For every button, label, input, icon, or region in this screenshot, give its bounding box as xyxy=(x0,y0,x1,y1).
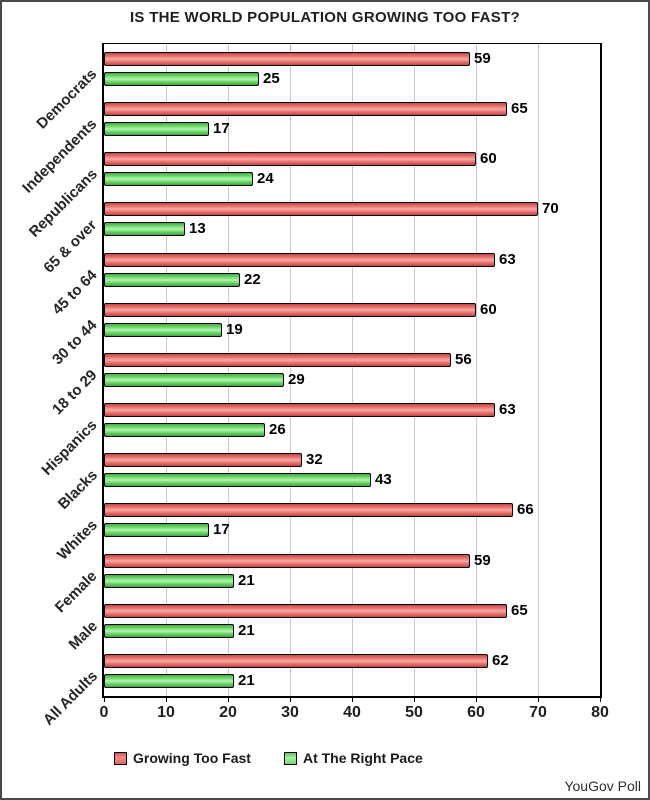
x-axis-tick-label: 50 xyxy=(405,704,423,721)
bar-value-label: 25 xyxy=(263,70,280,87)
bar-value-label: 29 xyxy=(288,370,305,388)
bar-value-label: 26 xyxy=(269,421,286,439)
bar xyxy=(104,222,185,237)
x-axis-tick xyxy=(103,697,105,702)
x-axis-tick xyxy=(413,697,415,702)
bar xyxy=(104,653,488,668)
bar xyxy=(104,352,451,367)
gridline xyxy=(538,44,539,696)
x-axis-tick xyxy=(475,697,477,702)
bar xyxy=(104,252,495,267)
bar-value-label: 24 xyxy=(257,170,274,188)
category-label: 18 to 29 xyxy=(49,366,101,419)
chart-title: IS THE WORLD POPULATION GROWING TOO FAST… xyxy=(129,9,521,26)
bar-value-label: 59 xyxy=(474,50,491,67)
bar xyxy=(104,503,513,518)
bar-value-label: 43 xyxy=(375,471,392,489)
bar-value-label: 63 xyxy=(499,401,516,419)
bar-value-label: 22 xyxy=(244,270,261,288)
legend-item-label: At The Right Pace xyxy=(302,750,423,766)
x-axis-tick xyxy=(351,697,353,702)
x-axis-tick-label: 10 xyxy=(157,704,175,721)
x-axis-tick-label: 40 xyxy=(343,704,361,721)
bar xyxy=(104,573,234,588)
source-label: YouGov Poll xyxy=(564,778,641,794)
gridline xyxy=(476,44,477,696)
bar xyxy=(104,322,222,337)
bar xyxy=(104,172,253,187)
bar xyxy=(104,603,507,618)
bar xyxy=(104,72,259,86)
bar-value-label: 56 xyxy=(455,350,472,368)
x-axis-tick xyxy=(165,697,167,702)
bar xyxy=(104,473,371,488)
legend-swatch-red-icon xyxy=(114,751,127,765)
bar-value-label: 21 xyxy=(238,621,255,639)
gridline xyxy=(166,44,167,696)
bar-value-label: 65 xyxy=(511,100,528,118)
bar-value-label: 70 xyxy=(542,200,559,218)
legend: Growing Too Fast At The Right Pace xyxy=(114,750,423,766)
bar-value-label: 19 xyxy=(226,320,243,338)
plot-frame xyxy=(102,43,602,698)
x-axis-tick-label: 70 xyxy=(529,704,547,721)
bar xyxy=(104,102,507,117)
bar xyxy=(104,272,240,287)
bar xyxy=(104,52,470,66)
x-axis-tick-label: 0 xyxy=(99,704,109,721)
x-axis-tick xyxy=(227,697,229,702)
bar xyxy=(104,403,495,418)
bar-value-label: 59 xyxy=(474,551,491,569)
bar-value-label: 17 xyxy=(213,521,230,539)
bar-value-label: 21 xyxy=(238,571,255,589)
bar xyxy=(104,553,470,568)
legend-swatch-green-icon xyxy=(283,751,297,765)
category-label: 45 to 64 xyxy=(49,266,101,318)
bar xyxy=(104,453,302,468)
gridline xyxy=(228,44,229,696)
bar-value-label: 62 xyxy=(492,651,509,669)
x-axis-tick xyxy=(599,697,601,702)
x-axis-tick xyxy=(537,697,539,702)
legend-item-growing-too-fast: Growing Too Fast xyxy=(114,750,251,766)
legend-item-label: Growing Too Fast xyxy=(133,750,251,766)
x-axis-tick-label: 60 xyxy=(467,704,485,721)
category-label: Whites xyxy=(53,517,101,564)
x-axis-tick-label: 20 xyxy=(219,704,237,721)
bar-value-label: 65 xyxy=(511,601,528,619)
bar xyxy=(104,523,209,538)
category-label: Blacks xyxy=(54,466,101,514)
bar xyxy=(104,152,476,167)
bar xyxy=(104,623,234,638)
bar-value-label: 32 xyxy=(306,451,323,469)
bar-value-label: 63 xyxy=(499,250,516,268)
category-label: Male xyxy=(65,617,101,654)
x-axis-tick-label: 30 xyxy=(281,704,299,721)
x-axis-tick xyxy=(289,697,291,702)
bar xyxy=(104,122,209,137)
x-axis-tick-label: 80 xyxy=(591,704,609,721)
bar xyxy=(104,202,538,217)
bar xyxy=(104,302,476,317)
bar-value-label: 66 xyxy=(517,501,534,519)
gridline xyxy=(352,44,353,696)
bar-value-label: 60 xyxy=(480,300,497,318)
gridline xyxy=(290,44,291,696)
gridline xyxy=(414,44,415,696)
bar xyxy=(104,423,265,438)
bar-value-label: 60 xyxy=(480,150,497,168)
category-label: Female xyxy=(52,567,101,616)
bar-value-label: 17 xyxy=(213,120,230,138)
bar-value-label: 13 xyxy=(189,220,206,238)
bar xyxy=(104,372,284,387)
bar-value-label: 21 xyxy=(238,671,255,689)
category-label: 30 to 44 xyxy=(49,316,101,369)
bar xyxy=(104,673,234,688)
legend-item-right-pace: At The Right Pace xyxy=(283,750,423,766)
